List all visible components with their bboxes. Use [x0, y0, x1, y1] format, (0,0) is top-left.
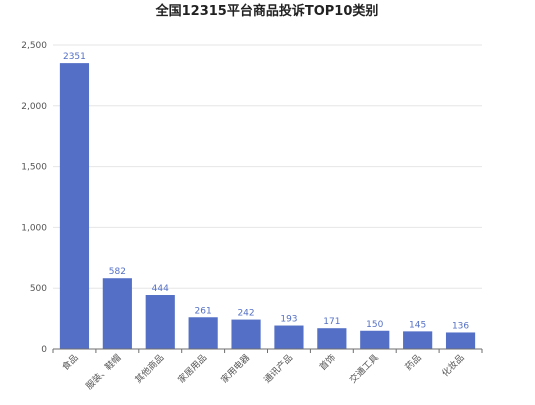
bar — [59, 63, 90, 349]
x-tick-label: 交通工具 — [347, 352, 381, 386]
bar — [445, 332, 476, 349]
bar — [274, 325, 304, 349]
x-tick-label: 其他商品 — [132, 352, 166, 386]
x-tick-label: 药品 — [403, 352, 424, 373]
bar — [102, 278, 132, 349]
data-label: 2351 — [63, 52, 86, 62]
y-tick-label: 1,500 — [21, 163, 47, 173]
x-tick-label: 化妆品 — [439, 352, 467, 380]
y-tick-label: 1,000 — [21, 223, 47, 233]
data-label: 150 — [366, 320, 383, 330]
data-label: 136 — [452, 321, 469, 331]
x-tick-label: 食品 — [59, 352, 80, 373]
bar — [360, 330, 390, 349]
bar — [145, 295, 175, 349]
y-tick-label: 0 — [41, 345, 47, 355]
data-label: 171 — [323, 317, 340, 327]
data-label: 582 — [109, 267, 126, 277]
y-axis-ticks: 0 500 1,000 1,500 2,000 2,500 — [21, 41, 47, 355]
bar — [231, 319, 261, 349]
x-tick-label: 首饰 — [317, 352, 338, 373]
data-label: 444 — [152, 284, 169, 294]
data-label: 242 — [237, 309, 254, 319]
bar — [317, 328, 347, 349]
y-tick-label: 2,500 — [21, 41, 47, 51]
x-tick-label: 家用电器 — [218, 352, 252, 386]
x-axis-ticks: 食品 服装、鞋帽 其他商品 家居用品 家用电器 通讯产品 首饰 交通工具 药品 化妆品 — [52, 349, 483, 392]
x-tick-label: 家居用品 — [175, 352, 209, 386]
bar — [188, 317, 218, 349]
x-tick-label: 服装、鞋帽 — [83, 352, 123, 392]
y-tick-label: 500 — [30, 284, 47, 294]
chart-title: 全国12315平台商品投诉TOP10类别 — [155, 3, 379, 19]
data-label: 261 — [195, 306, 212, 316]
x-tick-label: 通讯产品 — [261, 352, 295, 386]
bars — [59, 63, 476, 349]
data-label: 193 — [280, 315, 297, 325]
gridlines — [53, 44, 482, 289]
bar — [403, 331, 433, 349]
data-labels: 2351 582 444 261 242 193 171 150 145 136 — [63, 52, 469, 331]
y-tick-label: 2,000 — [21, 102, 47, 112]
data-label: 145 — [409, 320, 426, 330]
